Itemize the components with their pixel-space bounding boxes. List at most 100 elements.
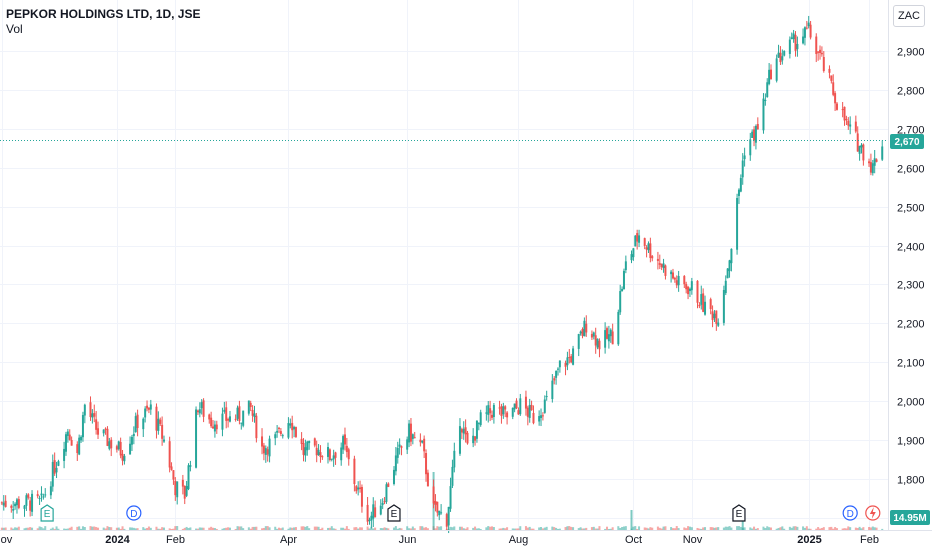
- candle-body: [251, 409, 254, 416]
- volume-bar: [409, 528, 412, 530]
- volume-bar: [835, 528, 838, 530]
- volume-bar: [266, 526, 269, 530]
- volume-bar: [76, 526, 79, 530]
- candle-body: [78, 437, 81, 455]
- candle-body: [736, 198, 739, 250]
- x-tick-label: Oct: [625, 534, 642, 546]
- volume-bar: [279, 528, 282, 530]
- time-axis[interactable]: Nov 2024 Feb Apr Jun Aug Oct Nov 2025 Feb: [0, 534, 879, 546]
- candle-body: [737, 189, 740, 196]
- volume-bar: [630, 510, 633, 530]
- volume-legend-label[interactable]: Vol: [6, 22, 23, 36]
- candle-body: [213, 424, 216, 432]
- volume-bar: [330, 526, 333, 530]
- earnings-marker[interactable]: E: [387, 504, 401, 522]
- volume-bar: [360, 527, 363, 530]
- volume-bar: [157, 528, 160, 530]
- candle-body: [392, 469, 395, 484]
- candle-body: [368, 519, 371, 521]
- candle-body: [345, 445, 348, 452]
- candle-body: [477, 422, 480, 424]
- dividend-marker[interactable]: D: [842, 505, 858, 521]
- volume-bar: [129, 527, 132, 530]
- volume-bar: [57, 528, 60, 530]
- volume-bar: [436, 526, 439, 530]
- candle-body: [670, 271, 673, 275]
- candle-body: [130, 436, 133, 445]
- candle-body: [724, 280, 727, 294]
- candle-body: [66, 431, 69, 436]
- volume-bar: [227, 527, 230, 530]
- volume-bar: [281, 527, 284, 530]
- earnings-marker[interactable]: E: [40, 504, 54, 522]
- last-price-tag: 2,670: [890, 134, 924, 149]
- candle-body: [170, 466, 173, 470]
- volume-bar: [524, 526, 527, 530]
- candle-body: [841, 109, 844, 111]
- candle-body: [157, 418, 160, 431]
- volume-bar: [240, 526, 243, 530]
- news-marker[interactable]: [865, 505, 881, 521]
- y-tick-label: 2,700: [897, 125, 925, 137]
- candle-body: [843, 106, 846, 121]
- volume-bar: [656, 526, 659, 530]
- candle-body: [146, 405, 149, 409]
- candle-body: [83, 404, 86, 416]
- candle-body: [340, 447, 343, 461]
- candle-body: [743, 155, 746, 160]
- volume-bar: [715, 527, 718, 530]
- candle-body: [489, 408, 492, 414]
- volume-bar: [343, 528, 346, 530]
- volume-bar: [44, 526, 47, 530]
- volume-bar: [647, 528, 650, 530]
- candle-body: [622, 270, 625, 290]
- candle-body: [313, 438, 316, 446]
- candle-body: [279, 431, 282, 434]
- currency-button[interactable]: ZAC: [893, 5, 925, 27]
- earnings-marker-shape: [40, 504, 54, 522]
- volume-bar: [675, 526, 678, 530]
- candle-body: [159, 419, 162, 424]
- dividend-marker[interactable]: D: [126, 505, 142, 521]
- candle-body: [704, 301, 707, 315]
- volume-bar: [381, 528, 384, 530]
- candle-body: [144, 408, 147, 418]
- candle-body: [406, 439, 409, 450]
- volume-bar: [95, 527, 98, 530]
- volume-bar: [832, 528, 835, 530]
- volume-bar: [700, 528, 703, 530]
- candle-body: [717, 322, 720, 326]
- candle-body: [698, 304, 701, 307]
- volume-bar: [487, 526, 490, 530]
- volume-bar: [858, 526, 861, 530]
- candle-body: [381, 502, 384, 505]
- candle-body: [475, 420, 478, 439]
- volume-bar: [790, 527, 793, 530]
- candle-body: [756, 123, 759, 130]
- price-axis[interactable]: 1,7001,8001,9002,0002,1002,2002,3002,400…: [897, 47, 925, 526]
- candle-body: [359, 487, 362, 490]
- last-price-tag-label: 2,670: [894, 137, 919, 148]
- volume-bar: [632, 526, 635, 530]
- candle-body: [80, 436, 83, 441]
- candle-body: [553, 378, 556, 381]
- symbol-title[interactable]: PEPKOR HOLDINGS LTD, 1D, JSE: [6, 7, 201, 21]
- volume-bar: [25, 527, 28, 530]
- volume-bar: [168, 528, 171, 530]
- volume-bar: [385, 527, 388, 530]
- volume-bar: [80, 528, 83, 530]
- x-tick-label: Feb: [860, 534, 879, 546]
- volume-bar: [607, 528, 610, 530]
- candle-body: [741, 160, 744, 178]
- x-tick-label: Aug: [509, 534, 529, 546]
- earnings-marker[interactable]: E: [732, 504, 746, 522]
- earnings-marker-shape: [732, 504, 746, 522]
- volume-bar: [670, 527, 673, 530]
- volume-bar: [477, 528, 480, 530]
- volume-bar: [440, 526, 443, 530]
- candle-body: [511, 407, 514, 417]
- candle-body: [372, 504, 375, 519]
- candle-body: [875, 159, 878, 162]
